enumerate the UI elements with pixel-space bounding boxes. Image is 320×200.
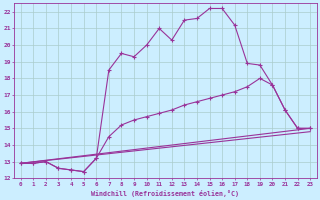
X-axis label: Windchill (Refroidissement éolien,°C): Windchill (Refroidissement éolien,°C)	[92, 190, 239, 197]
